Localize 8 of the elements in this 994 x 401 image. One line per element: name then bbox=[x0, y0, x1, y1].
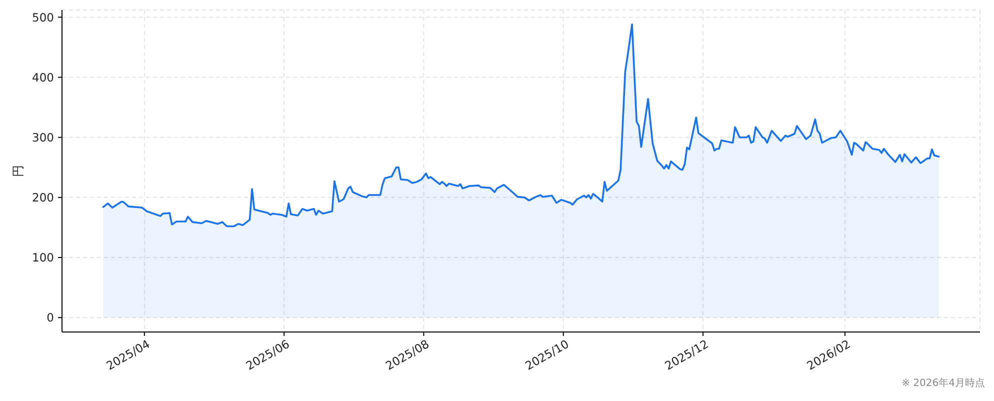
y-tick-label: 400 bbox=[32, 70, 54, 84]
y-tick-label: 300 bbox=[32, 130, 54, 144]
y-axis-title: 円 bbox=[11, 165, 25, 177]
text: ※ 2026年4月時点 bbox=[902, 376, 985, 390]
y-tick-label: 100 bbox=[32, 250, 54, 265]
y-tick-label: 200 bbox=[32, 190, 54, 205]
y-tick-label: 500 bbox=[32, 10, 54, 24]
y-tick-label: 0 bbox=[46, 310, 54, 325]
